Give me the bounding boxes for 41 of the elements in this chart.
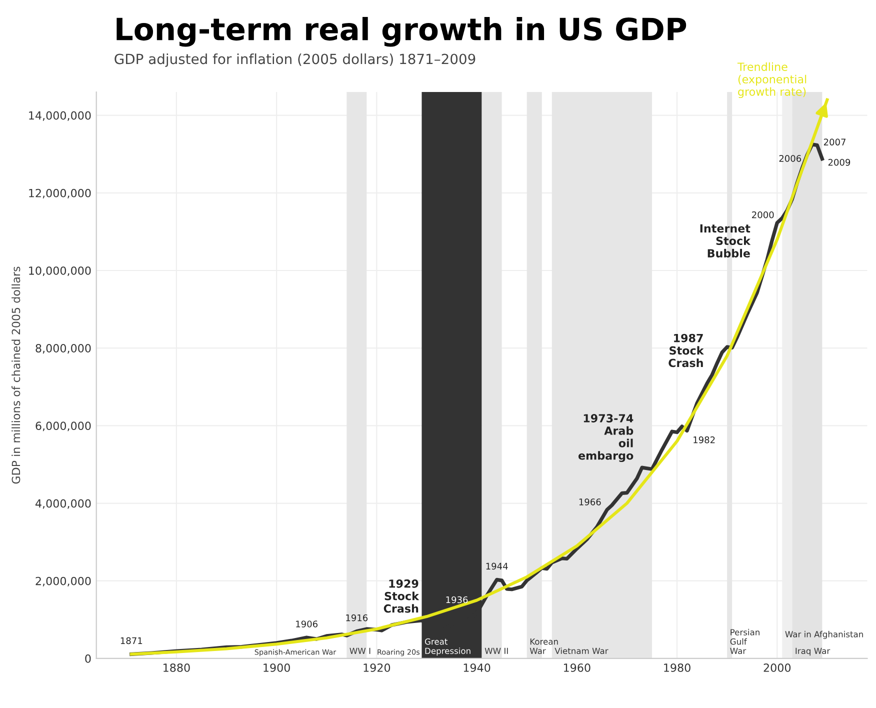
y-tick-label: 8,000,000 xyxy=(36,344,91,354)
band-label: War in Afghanistan xyxy=(785,630,863,639)
annotation: 2006 xyxy=(779,155,802,162)
y-axis-title: GDP in millions of chained 2005 dollars xyxy=(12,266,20,484)
y-tick-label: 6,000,000 xyxy=(36,422,91,432)
x-tick-label: 1900 xyxy=(264,663,290,672)
x-tick-label: 1980 xyxy=(664,663,690,672)
band-label: Persian Gulf War xyxy=(730,628,760,654)
annotation: 1944 xyxy=(486,562,508,570)
annotation: 1936 xyxy=(446,596,468,604)
y-tick-label: 10,000,000 xyxy=(29,266,91,276)
chart-subtitle: GDP adjusted for inflation (2005 dollars) 1871–2009 xyxy=(114,53,476,67)
annotation: 2009 xyxy=(828,158,850,166)
band-label: Iraq War xyxy=(796,648,830,656)
y-tick-label: 0 xyxy=(85,654,91,663)
y-tick-label: 2,000,000 xyxy=(36,576,91,586)
band-label: WW II xyxy=(484,648,508,654)
annotation: 1871 xyxy=(120,637,142,644)
band-label: WW I xyxy=(350,648,370,654)
annotation: 2007 xyxy=(824,138,846,146)
x-tick-label: 1880 xyxy=(164,663,190,672)
y-tick-label: 4,000,000 xyxy=(35,499,91,509)
band-label: Vietnam War xyxy=(554,648,608,654)
y-tick-label: 12,000,000 xyxy=(29,188,91,198)
band-label: Great Depression xyxy=(424,638,470,656)
annotation: 2000 xyxy=(752,211,774,218)
annotation: 1982 xyxy=(694,436,715,444)
x-tick-label: 1920 xyxy=(364,663,390,672)
annotation: 1906 xyxy=(296,620,318,628)
series-label: Trendline (exponential growth rate) xyxy=(737,62,806,98)
annotation: 1929 Stock Crash xyxy=(384,579,420,613)
x-tick-label: 1940 xyxy=(464,663,490,672)
chart-title: Long-term real growth in US GDP xyxy=(116,16,686,47)
annotation: 1916 xyxy=(346,614,368,622)
y-tick-label: 14,000,000 xyxy=(29,111,91,121)
x-tick-label: 2000 xyxy=(764,663,791,672)
annotation: 1987 Stock Crash xyxy=(668,334,704,368)
annotation: 1966 xyxy=(579,498,601,506)
x-tick-label: 1960 xyxy=(564,663,590,672)
annotation: 1973-74 Arab oil embargo xyxy=(578,414,634,462)
annotation: Internet Stock Bubble xyxy=(700,224,751,258)
